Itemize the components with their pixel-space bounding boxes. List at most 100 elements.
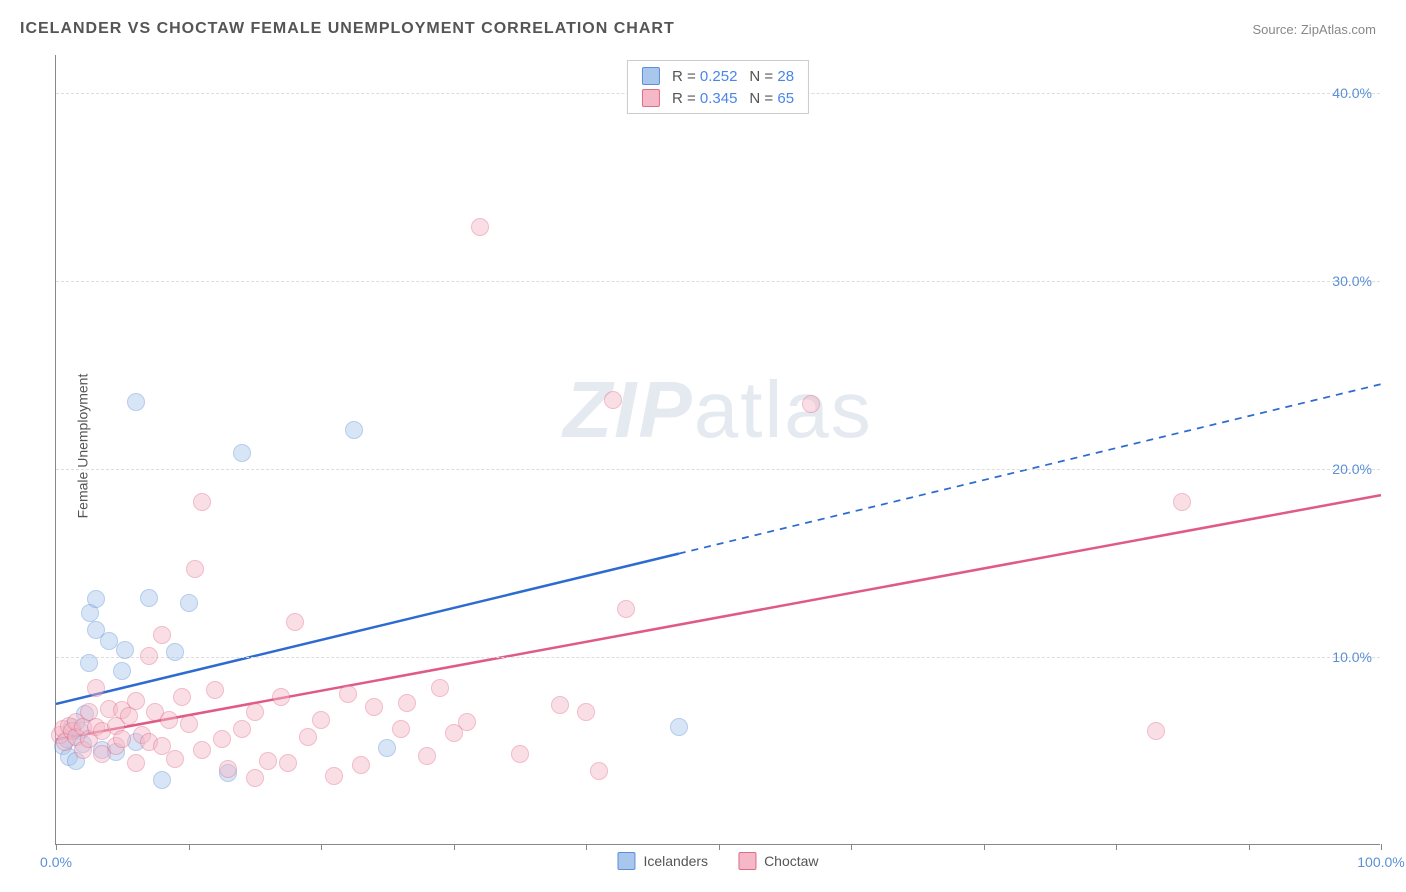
x-tick [851,844,852,850]
x-tick [1116,844,1117,850]
data-point [153,626,171,644]
data-point [113,662,131,680]
data-point [233,720,251,738]
data-point [299,728,317,746]
x-tick [1381,844,1382,850]
gridline [56,469,1380,470]
x-tick [189,844,190,850]
legend-swatch [738,852,756,870]
n-label: N = 65 [749,90,794,107]
data-point [193,493,211,511]
x-tick [719,844,720,850]
data-point [116,641,134,659]
data-point [259,752,277,770]
gridline [56,281,1380,282]
legend-label: Icelanders [643,853,708,869]
source-prefix: Source: [1252,22,1300,37]
x-tick [56,844,57,850]
data-point [246,703,264,721]
data-point [219,760,237,778]
data-point [471,218,489,236]
trend-lines-layer [56,55,1380,844]
data-point [551,696,569,714]
data-point [160,711,178,729]
data-point [166,643,184,661]
data-point [206,681,224,699]
legend-swatch [642,89,660,107]
data-point [180,715,198,733]
r-label: R = 0.252 [672,68,737,85]
source-attribution: Source: ZipAtlas.com [1252,22,1376,37]
watermark: ZIPatlas [563,364,872,456]
data-point [511,745,529,763]
data-point [365,698,383,716]
data-point [431,679,449,697]
data-point [577,703,595,721]
data-point [392,720,410,738]
n-label: N = 28 [749,68,794,85]
data-point [418,747,436,765]
data-point [279,754,297,772]
y-tick-label: 10.0% [1332,649,1372,665]
y-tick-label: 20.0% [1332,461,1372,477]
r-label: R = 0.345 [672,90,737,107]
data-point [802,395,820,413]
x-tick [454,844,455,850]
watermark-light: atlas [694,365,873,454]
data-point [339,685,357,703]
data-point [127,754,145,772]
data-point [186,560,204,578]
x-tick [586,844,587,850]
watermark-bold: ZIP [563,365,693,454]
correlation-legend-row: R = 0.345 N = 65 [642,87,794,109]
x-tick [1249,844,1250,850]
scatter-plot-area: ZIPatlas R = 0.252N = 28R = 0.345N = 65 … [55,55,1380,845]
data-point [352,756,370,774]
data-point [590,762,608,780]
data-point [604,391,622,409]
data-point [180,594,198,612]
data-point [127,692,145,710]
x-tick-label: 0.0% [40,854,72,870]
data-point [398,694,416,712]
x-tick-label: 100.0% [1357,854,1404,870]
data-point [233,444,251,462]
data-point [127,393,145,411]
data-point [166,750,184,768]
data-point [87,679,105,697]
data-point [193,741,211,759]
legend-label: Choctaw [764,853,818,869]
data-point [140,647,158,665]
data-point [173,688,191,706]
source-link[interactable]: ZipAtlas.com [1301,22,1376,37]
data-point [87,590,105,608]
legend-swatch [642,67,660,85]
data-point [345,421,363,439]
correlation-legend-row: R = 0.252 N = 28 [642,65,794,87]
data-point [1147,722,1165,740]
data-point [1173,493,1191,511]
data-point [213,730,231,748]
data-point [246,769,264,787]
x-tick [984,844,985,850]
legend-item: Icelanders [617,852,708,870]
data-point [153,771,171,789]
data-point [140,589,158,607]
legend-swatch [617,852,635,870]
data-point [80,654,98,672]
correlation-legend: R = 0.252 N = 28 R = 0.345 N = 65 [627,60,809,114]
data-point [378,739,396,757]
data-point [617,600,635,618]
chart-title: ICELANDER VS CHOCTAW FEMALE UNEMPLOYMENT… [20,20,675,38]
data-point [458,713,476,731]
y-tick-label: 30.0% [1332,273,1372,289]
gridline [56,657,1380,658]
data-point [272,688,290,706]
x-tick [321,844,322,850]
data-point [113,730,131,748]
data-point [325,767,343,785]
series-legend: Icelanders Choctaw [617,852,818,870]
data-point [670,718,688,736]
data-point [312,711,330,729]
legend-item: Choctaw [738,852,818,870]
